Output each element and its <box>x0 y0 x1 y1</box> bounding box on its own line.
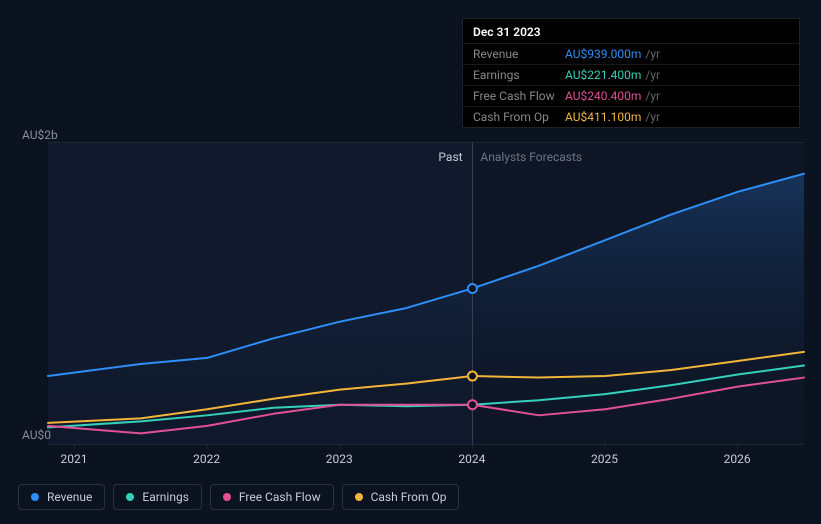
region-label-forecast: Analysts Forecasts <box>480 150 582 164</box>
legend-item[interactable]: Revenue <box>18 484 105 510</box>
tooltip-row-label: Cash From Op <box>473 110 565 124</box>
tooltip-row-unit: /yr <box>645 110 660 124</box>
tooltip-row-unit: /yr <box>645 89 660 103</box>
region-label-past: Past <box>438 150 462 164</box>
tooltip-row-label: Revenue <box>473 47 565 61</box>
legend-dot-icon <box>31 493 39 501</box>
legend-dot-icon <box>126 493 134 501</box>
chart-legend: Revenue Earnings Free Cash Flow Cash From O… <box>18 484 459 510</box>
tooltip-title: Dec 31 2023 <box>463 19 799 43</box>
x-axis-tick-label: 2026 <box>724 452 751 466</box>
tooltip-row: RevenueAU$939.000m/yr <box>463 43 799 64</box>
legend-item[interactable]: Cash From Op <box>342 484 460 510</box>
tooltip-row: Free Cash FlowAU$240.400m/yr <box>463 85 799 106</box>
tooltip-row: Cash From OpAU$411.100m/yr <box>463 106 799 127</box>
tooltip-row-value: AU$939.000m <box>565 47 641 61</box>
legend-item-label: Cash From Op <box>371 490 447 504</box>
tooltip-row-label: Earnings <box>473 68 565 82</box>
legend-item-label: Free Cash Flow <box>239 490 321 504</box>
earnings-forecast-chart: AU$2b AU$0 Past Analysts Forecasts 2021 2… <box>0 0 821 524</box>
tooltip-row-unit: /yr <box>645 68 660 82</box>
tooltip-row-unit: /yr <box>645 47 660 61</box>
x-axis-tick-label: 2025 <box>591 452 618 466</box>
legend-item-label: Revenue <box>47 490 92 504</box>
legend-dot-icon <box>223 493 231 501</box>
legend-item-label: Earnings <box>142 490 189 504</box>
tooltip-row-label: Free Cash Flow <box>473 89 565 103</box>
x-axis-tick-label: 2023 <box>326 452 353 466</box>
tooltip-row-value: AU$221.400m <box>565 68 641 82</box>
x-axis-tick-label: 2021 <box>61 452 88 466</box>
tooltip-row-value: AU$240.400m <box>565 89 641 103</box>
legend-item[interactable]: Earnings <box>113 484 202 510</box>
y-axis-label-bottom: AU$0 <box>22 428 51 442</box>
legend-dot-icon <box>355 493 363 501</box>
x-axis-tick-label: 2024 <box>458 452 485 466</box>
legend-item[interactable]: Free Cash Flow <box>210 484 334 510</box>
y-axis-label-top: AU$2b <box>22 128 58 142</box>
chart-tooltip: Dec 31 2023 RevenueAU$939.000m/yrEarning… <box>462 18 800 128</box>
x-axis-tick-label: 2022 <box>193 452 220 466</box>
tooltip-row-value: AU$411.100m <box>565 110 641 124</box>
tooltip-row: EarningsAU$221.400m/yr <box>463 64 799 85</box>
